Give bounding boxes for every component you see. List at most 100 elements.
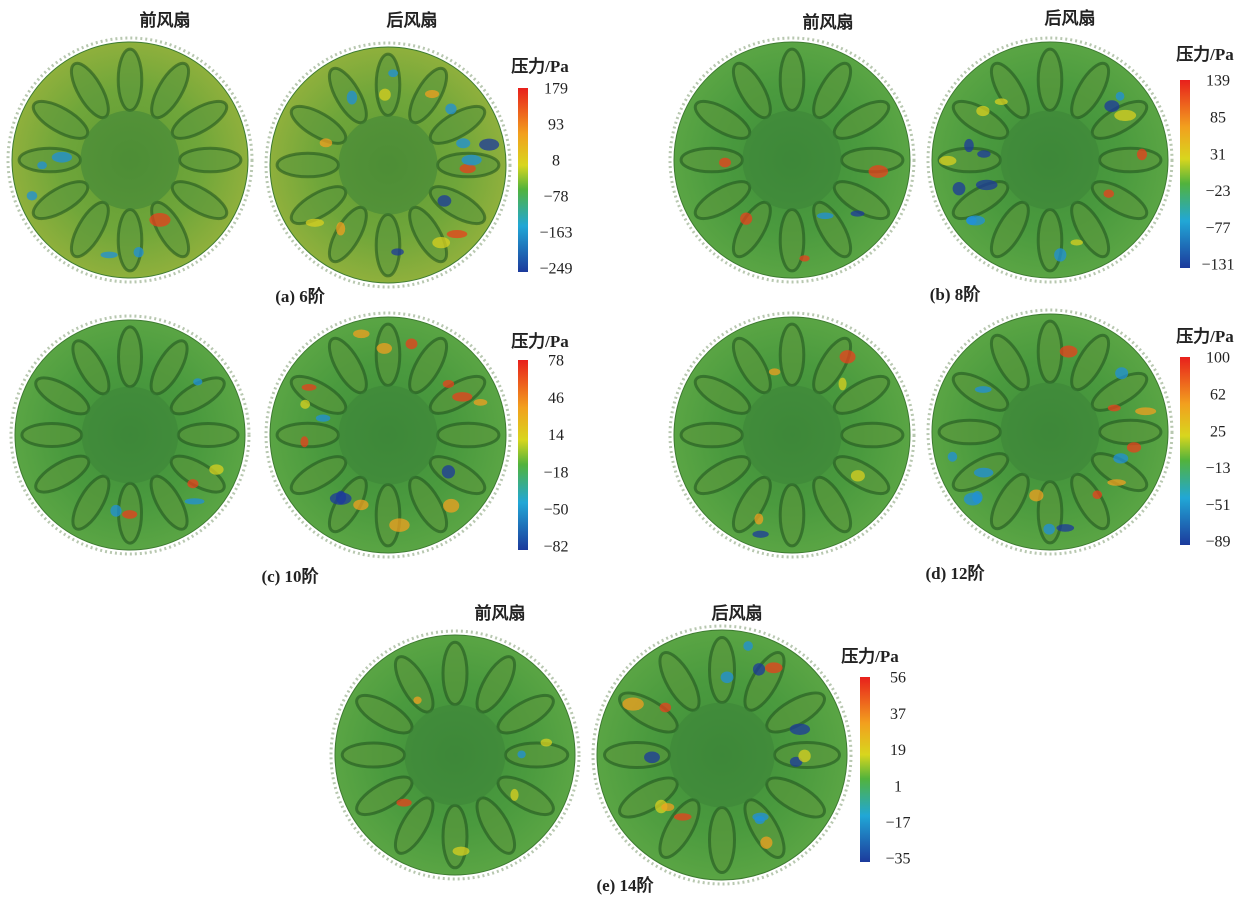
fan-blade xyxy=(118,210,142,271)
colorbar-tick-label: −13 xyxy=(1205,460,1230,477)
pressure-spot xyxy=(1103,189,1114,197)
panel-caption: (c) 10阶 xyxy=(261,566,319,586)
colorbar-tick-label: −18 xyxy=(543,464,568,481)
pressure-spot xyxy=(474,399,488,406)
fan-hub xyxy=(670,703,775,808)
pressure-spot xyxy=(442,465,455,478)
fan-blade xyxy=(1100,148,1161,172)
colorbar-tick-label: −23 xyxy=(1205,183,1230,200)
pressure-spot xyxy=(817,212,834,219)
pressure-spot xyxy=(316,415,330,422)
pressure-spot xyxy=(447,230,468,238)
colorbar-tick-label: 78 xyxy=(548,353,564,370)
pressure-spot xyxy=(110,505,121,517)
pressure-spot xyxy=(347,91,357,105)
colorbar-tick-label: 1 xyxy=(894,778,902,795)
fan-blade xyxy=(376,215,400,276)
fan-blade xyxy=(443,805,467,867)
pressure-spot xyxy=(300,436,308,447)
pressure-spot xyxy=(396,799,411,807)
fan-blade xyxy=(376,485,400,546)
pressure-spot xyxy=(1127,442,1141,452)
pressure-spot xyxy=(1054,248,1066,261)
fan-blade xyxy=(376,324,400,385)
colorbar-tick-label: −131 xyxy=(1201,257,1234,274)
fan-label: 前风扇 xyxy=(803,12,854,32)
colorbar-title: 压力/Pa xyxy=(511,56,569,76)
pressure-spot xyxy=(122,510,137,519)
pressure-spot xyxy=(799,255,809,261)
fan-blade xyxy=(443,642,467,704)
pressure-spot xyxy=(37,161,47,169)
pressure-spot xyxy=(1116,92,1125,101)
pressure-spot xyxy=(948,452,957,462)
pressure-spot xyxy=(839,378,847,391)
pressure-spot xyxy=(425,90,439,98)
fan-blade xyxy=(1100,420,1161,444)
pressure-spot xyxy=(52,152,72,163)
fan-blade xyxy=(1038,49,1062,110)
pressure-spot xyxy=(330,492,352,505)
pressure-spot xyxy=(1056,524,1074,532)
fan-label: 后风扇 xyxy=(1045,8,1096,28)
colorbar-tick-label: 85 xyxy=(1210,109,1226,126)
fan-blade xyxy=(376,54,400,115)
pressure-spot xyxy=(1113,453,1128,463)
pressure-spot xyxy=(743,641,753,651)
pressure-spot xyxy=(149,213,170,227)
pressure-spot xyxy=(752,531,768,538)
pressure-spot xyxy=(336,222,345,235)
fan-blade xyxy=(1038,210,1062,271)
fan-hub xyxy=(1000,382,1099,481)
colorbar-title: 压力/Pa xyxy=(1176,44,1234,64)
pressure-spot xyxy=(510,789,518,801)
fan-blade xyxy=(505,743,567,767)
fan xyxy=(593,626,851,884)
colorbar-tick-label: −82 xyxy=(543,539,568,556)
colorbar-tick-label: −78 xyxy=(543,189,568,206)
pressure-spot xyxy=(391,248,404,255)
colorbar-tick-label: 19 xyxy=(890,742,906,759)
fan xyxy=(670,38,914,282)
fan xyxy=(11,316,249,554)
fan xyxy=(331,631,579,879)
colorbar-tick-label: 8 xyxy=(552,153,560,170)
pressure-spot xyxy=(721,671,734,683)
pressure-spot xyxy=(453,847,470,856)
pressure-spot xyxy=(445,103,456,114)
pressure-spot xyxy=(1043,524,1055,535)
pressure-spot xyxy=(661,803,674,811)
fan-label: 后风扇 xyxy=(712,603,763,623)
colorbar-tick-label: 37 xyxy=(890,706,906,723)
colorbar xyxy=(1180,80,1190,268)
fan-blade xyxy=(178,424,238,447)
pressure-spot xyxy=(851,470,865,481)
pressure-spot xyxy=(306,219,324,227)
pressure-spot xyxy=(939,156,956,166)
colorbar-tick-label: 179 xyxy=(544,81,568,98)
colorbar-tick-label: −89 xyxy=(1205,534,1230,551)
pressure-spot xyxy=(995,98,1008,105)
pressure-spot xyxy=(660,703,672,713)
fan-blade xyxy=(780,210,804,271)
colorbar-tick-label: −17 xyxy=(885,814,910,831)
fan-label: 后风扇 xyxy=(387,10,438,30)
colorbar-tick-label: −249 xyxy=(539,261,572,278)
pressure-spot xyxy=(719,158,731,168)
fan-hub xyxy=(82,387,179,484)
figure: 前风扇后风扇压力/Pa179938−78−163−249(a) 6阶前风扇后风扇… xyxy=(0,0,1245,902)
fan xyxy=(928,310,1172,554)
fan-blade xyxy=(22,424,82,447)
fan xyxy=(928,38,1172,282)
pressure-spot xyxy=(966,216,976,225)
fan-blade xyxy=(277,153,338,177)
colorbar xyxy=(860,677,870,862)
fan-label: 前风扇 xyxy=(475,603,526,623)
pressure-spot xyxy=(976,106,989,116)
fan-blade xyxy=(780,485,804,546)
fan-blade xyxy=(780,324,804,385)
pressure-spot xyxy=(769,368,780,375)
colorbar-title: 压力/Pa xyxy=(1176,326,1234,346)
pressure-spot xyxy=(765,662,783,673)
pressure-spot xyxy=(840,350,856,363)
